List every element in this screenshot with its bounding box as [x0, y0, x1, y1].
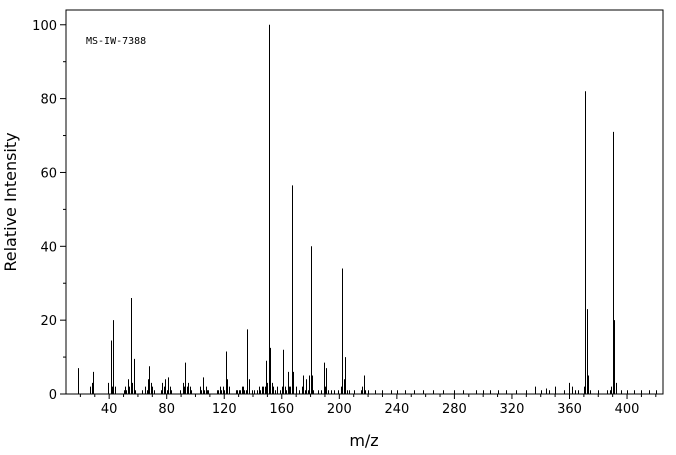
y-axis-title: Relative Intensity — [1, 132, 20, 271]
peak-series — [78, 24, 657, 394]
y-tick-label: 100 — [32, 19, 57, 34]
x-tick-label: 360 — [557, 402, 582, 417]
plot-frame — [65, 9, 664, 395]
y-tick-label: 20 — [40, 314, 57, 329]
x-axis-title: m/z — [349, 431, 378, 450]
x-tick-label: 80 — [158, 402, 175, 417]
x-tick-label: 160 — [269, 402, 294, 417]
x-tick-label: 240 — [384, 402, 409, 417]
spectrum-id-annotation: MS-IW-7388 — [86, 36, 146, 47]
y-tick-label: 40 — [40, 240, 57, 255]
x-tick-label: 120 — [212, 402, 237, 417]
y-tick-label: 60 — [40, 166, 57, 181]
x-tick-label: 400 — [615, 402, 640, 417]
y-axis-ticks: 0 20 40 60 80 100 — [32, 19, 66, 403]
y-tick-label: 0 — [49, 388, 57, 403]
x-tick-label: 200 — [327, 402, 352, 417]
x-axis-ticks: 40 80 120 160 200 240 280 320 360 400 — [79, 394, 657, 417]
x-tick-label: 280 — [442, 402, 467, 417]
x-tick-label: 40 — [101, 402, 118, 417]
y-tick-label: 80 — [40, 93, 57, 108]
x-tick-label: 320 — [500, 402, 525, 417]
